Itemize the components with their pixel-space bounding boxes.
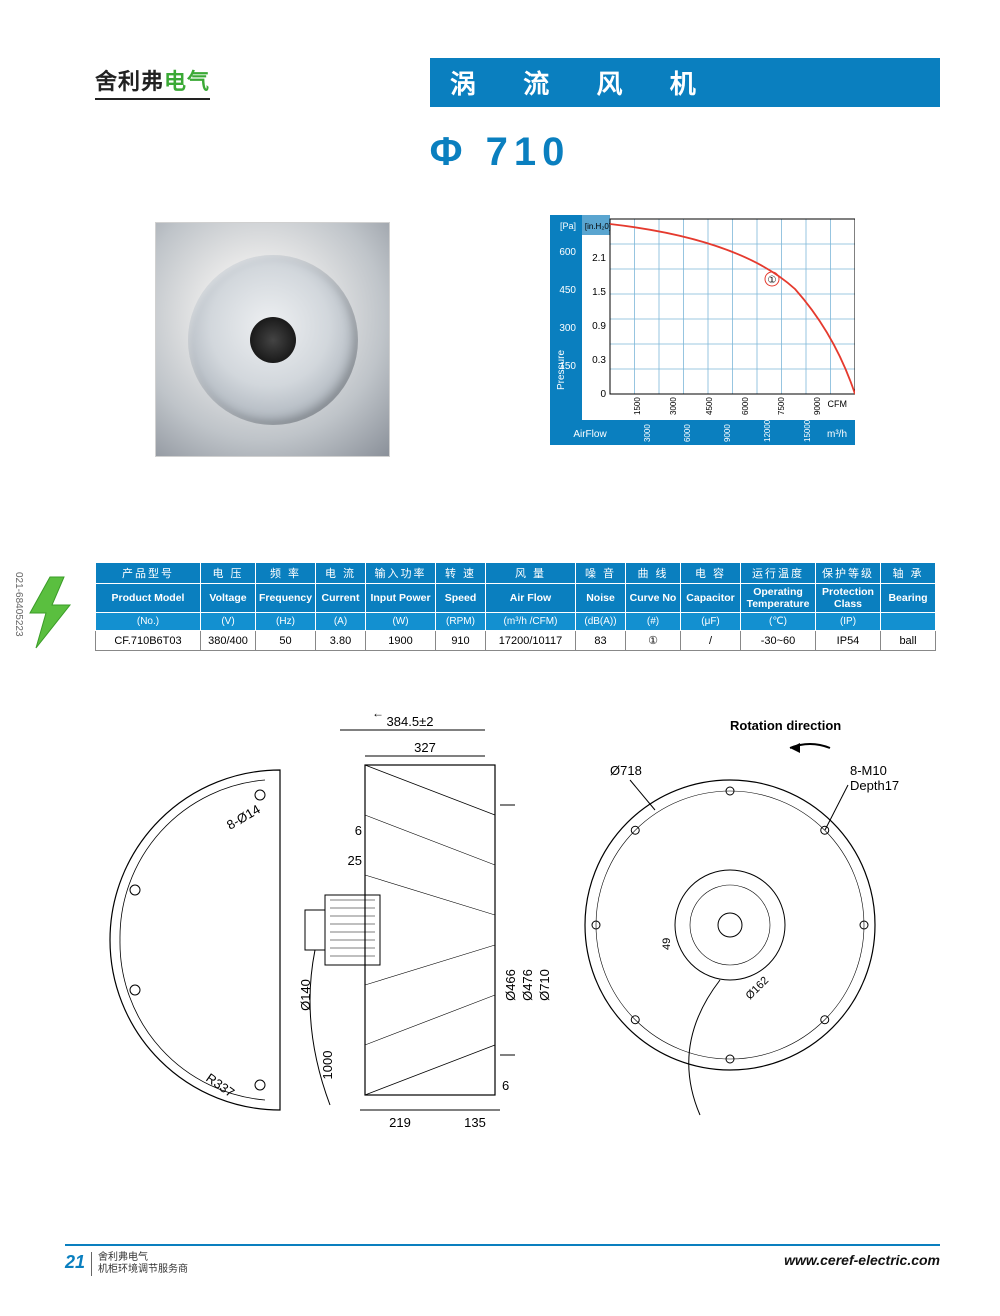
footer: 21 舍利弗电气 机柜环境调节服务商 www.ceref-electric.co… (65, 1244, 940, 1276)
svg-text:7500: 7500 (777, 397, 786, 415)
svg-text:6: 6 (355, 823, 362, 838)
brand-logo: 舍利弗电气 (95, 64, 210, 100)
model-title: Φ 710 (0, 130, 1000, 175)
performance-chart: [Pa] [in.H₂0] 600450300150 2.11.50.90.30… (550, 215, 855, 445)
svg-text:R337: R337 (203, 1070, 237, 1100)
svg-text:219: 219 (389, 1115, 411, 1130)
svg-text:1000: 1000 (320, 1051, 335, 1080)
svg-text:Depth17: Depth17 (850, 778, 899, 793)
svg-text:6: 6 (502, 1078, 509, 1093)
svg-text:135: 135 (464, 1115, 486, 1130)
svg-text:Ø718: Ø718 (610, 763, 642, 778)
svg-text:0.3: 0.3 (592, 355, 606, 366)
svg-text:2.1: 2.1 (592, 253, 606, 264)
svg-text:Ø476: Ø476 (520, 969, 535, 1001)
svg-text:Ø466: Ø466 (503, 969, 518, 1001)
spec-table: 产品型号电 压频 率电 流输入功率转 速风 量噪 音曲 线电 容运行温度保护等级… (95, 562, 936, 651)
svg-text:12000: 12000 (763, 419, 772, 442)
svg-text:6000: 6000 (741, 397, 750, 415)
svg-text:600: 600 (559, 247, 576, 258)
page-number: 21 (65, 1252, 85, 1273)
category-title: 涡 流 风 机 (430, 58, 940, 107)
svg-text:1500: 1500 (633, 397, 642, 415)
svg-text:1.5: 1.5 (592, 287, 606, 298)
fan-hub (250, 317, 296, 363)
footer-company: 舍利弗电气 (98, 1252, 188, 1264)
svg-text:9000: 9000 (723, 424, 732, 442)
svg-text:m³/h: m³/h (827, 429, 847, 440)
svg-text:Pressure: Pressure (556, 350, 567, 390)
svg-text:25: 25 (348, 853, 362, 868)
svg-text:450: 450 (559, 285, 576, 296)
footer-url: www.ceref-electric.com (784, 1252, 940, 1268)
svg-text:AirFlow: AirFlow (573, 429, 607, 440)
svg-text:CFM: CFM (828, 399, 848, 409)
lightning-icon (22, 575, 77, 650)
svg-text:3000: 3000 (669, 397, 678, 415)
svg-text:Ø162: Ø162 (744, 975, 772, 1003)
footer-tagline: 机柜环境调节服务商 (98, 1264, 188, 1276)
svg-text:3000: 3000 (643, 424, 652, 442)
svg-text:Rotation direction: Rotation direction (730, 718, 841, 733)
footer-left: 21 舍利弗电气 机柜环境调节服务商 (65, 1252, 188, 1276)
svg-text:300: 300 (559, 323, 576, 334)
svg-text:Ø710: Ø710 (537, 969, 552, 1001)
header: 舍利弗电气 涡 流 风 机 (95, 62, 940, 102)
svg-text:4500: 4500 (705, 397, 714, 415)
svg-text:8-Ø14: 8-Ø14 (224, 802, 263, 833)
fan-impeller (188, 255, 358, 425)
svg-text:←: ← (372, 710, 384, 720)
svg-text:0.9: 0.9 (592, 321, 606, 332)
svg-text:49: 49 (661, 938, 673, 950)
svg-text:327: 327 (414, 740, 436, 755)
brand-prefix: 舍利弗 (95, 69, 164, 94)
svg-text:6000: 6000 (683, 424, 692, 442)
svg-text:8-M10: 8-M10 (850, 763, 887, 778)
svg-text:①: ① (768, 275, 777, 286)
brand-suffix: 电气 (164, 69, 210, 94)
product-photo (155, 222, 390, 457)
side-phone-tab: 021-68405223 (0, 568, 24, 668)
svg-text:Ø140: Ø140 (298, 979, 313, 1011)
table-row: CF.710B6T03380/400503.80190091017200/101… (96, 631, 936, 651)
svg-text:9000: 9000 (813, 397, 822, 415)
svg-text:384.5±2: 384.5±2 (387, 714, 434, 729)
svg-text:[Pa]: [Pa] (560, 221, 576, 231)
svg-text:0: 0 (600, 389, 606, 400)
svg-text:15000: 15000 (803, 419, 812, 442)
dimension-diagram: Rotation direction 384.5±2 327 8-Ø14 R33… (90, 710, 910, 1140)
svg-text:[in.H₂0]: [in.H₂0] (585, 222, 611, 231)
